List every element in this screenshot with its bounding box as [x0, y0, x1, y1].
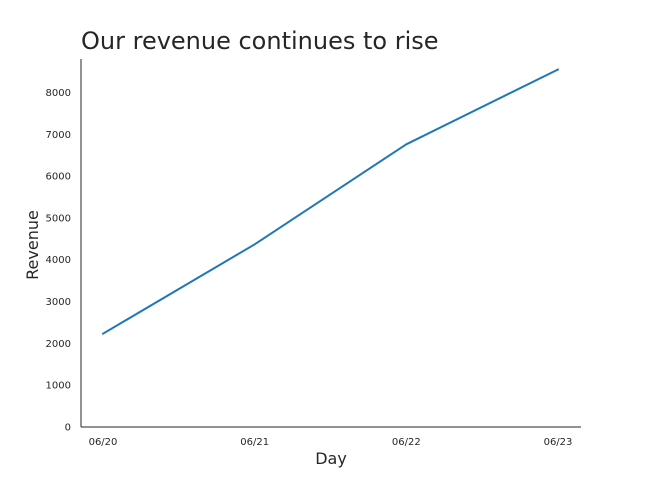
x-axis-label: Day: [315, 449, 347, 468]
y-tick-label: 7000: [46, 130, 71, 141]
y-tick-label: 5000: [46, 213, 71, 224]
y-axis-ticks: 0 1000 2000 3000 4000 5000 6000 7000 8000: [46, 88, 71, 434]
x-tick-label: 06/20: [89, 437, 118, 448]
series-layer: [102, 68, 559, 335]
y-tick-label: 2000: [46, 339, 71, 350]
x-tick-label: 06/22: [392, 437, 421, 448]
y-axis-label: Revenue: [23, 210, 42, 280]
y-tick-label: 8000: [46, 88, 71, 99]
y-tick-label: 0: [65, 423, 71, 434]
y-tick-label: 6000: [46, 172, 71, 183]
x-axis-ticks: 06/20 06/21 06/22 06/23: [89, 437, 573, 448]
x-tick-label: 06/23: [544, 437, 573, 448]
y-tick-label: 3000: [46, 297, 71, 308]
chart-title: Our revenue continues to rise: [81, 27, 439, 55]
series-line: [102, 68, 559, 335]
y-tick-label: 1000: [46, 381, 71, 392]
y-tick-label: 4000: [46, 255, 71, 266]
x-tick-label: 06/21: [240, 437, 269, 448]
